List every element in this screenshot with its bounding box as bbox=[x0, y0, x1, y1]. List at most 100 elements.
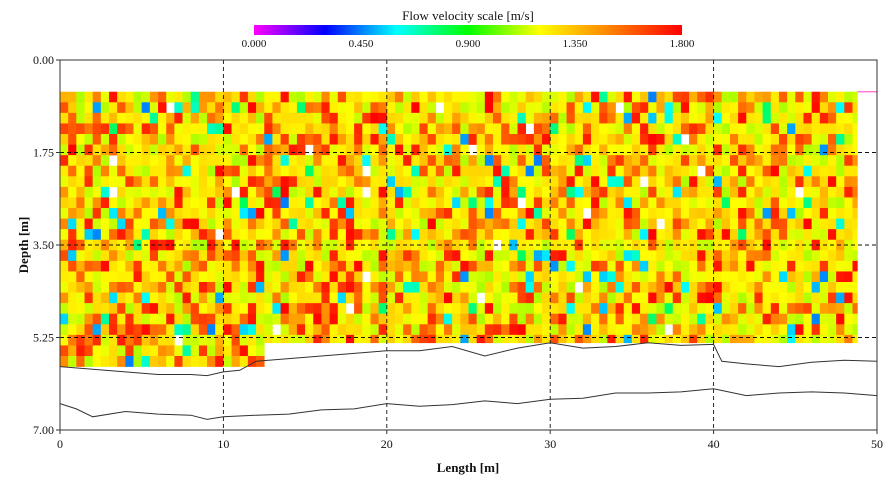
velocity-cell bbox=[566, 165, 576, 177]
velocity-cell bbox=[133, 102, 142, 114]
velocity-cell bbox=[109, 197, 118, 209]
velocity-cell bbox=[631, 91, 641, 103]
velocity-cell bbox=[190, 186, 200, 198]
velocity-cell bbox=[664, 165, 674, 177]
velocity-cell bbox=[517, 134, 526, 145]
velocity-cell bbox=[558, 229, 567, 241]
velocity-cell bbox=[517, 313, 526, 325]
velocity-cell bbox=[411, 250, 420, 262]
velocity-cell bbox=[599, 208, 608, 219]
velocity-cell bbox=[460, 186, 469, 198]
velocity-cell bbox=[623, 197, 633, 209]
velocity-cell bbox=[525, 229, 535, 241]
velocity-cell bbox=[411, 229, 420, 241]
velocity-cell bbox=[419, 271, 428, 283]
velocity-cell bbox=[607, 144, 616, 156]
velocity-cell bbox=[713, 208, 723, 219]
velocity-cell bbox=[427, 144, 437, 156]
velocity-cell bbox=[337, 334, 347, 344]
velocity-cell bbox=[60, 334, 69, 346]
velocity-cell bbox=[631, 165, 641, 177]
velocity-cell bbox=[92, 102, 102, 114]
scale-tick-label: 0.000 bbox=[242, 38, 267, 50]
velocity-cell bbox=[852, 218, 858, 230]
velocity-cell bbox=[288, 282, 298, 293]
velocity-cell bbox=[239, 218, 249, 230]
velocity-cell bbox=[778, 123, 788, 135]
velocity-cell bbox=[501, 239, 510, 251]
velocity-cell bbox=[215, 176, 224, 188]
velocity-cell bbox=[403, 144, 412, 156]
velocity-cell bbox=[460, 102, 469, 114]
velocity-cell bbox=[117, 229, 126, 241]
velocity-cell bbox=[468, 208, 477, 219]
velocity-cell bbox=[247, 334, 257, 346]
velocity-cell bbox=[117, 197, 126, 209]
velocity-cell bbox=[117, 282, 126, 293]
velocity-cell bbox=[76, 324, 85, 336]
velocity-cell bbox=[517, 176, 526, 188]
velocity-cell bbox=[452, 112, 461, 124]
velocity-cell bbox=[239, 260, 249, 272]
velocity-cell bbox=[811, 239, 821, 251]
velocity-cell bbox=[198, 303, 208, 315]
velocity-cell bbox=[827, 292, 837, 304]
velocity-cell bbox=[264, 313, 273, 325]
velocity-cell bbox=[198, 250, 208, 262]
velocity-cell bbox=[770, 112, 780, 124]
velocity-cell bbox=[149, 282, 159, 293]
velocity-cell bbox=[729, 102, 739, 114]
velocity-cell bbox=[321, 239, 330, 251]
velocity-cell bbox=[713, 303, 723, 315]
velocity-cell bbox=[754, 303, 763, 315]
velocity-cell bbox=[198, 165, 208, 177]
velocity-cell bbox=[370, 91, 379, 103]
velocity-cell bbox=[680, 292, 690, 304]
velocity-cell bbox=[198, 112, 208, 124]
velocity-cell bbox=[795, 260, 804, 272]
velocity-cell bbox=[305, 186, 314, 198]
velocity-cell bbox=[190, 271, 200, 283]
velocity-cell bbox=[550, 292, 559, 304]
velocity-cell bbox=[787, 208, 796, 219]
velocity-cell bbox=[582, 197, 592, 209]
velocity-cell bbox=[386, 176, 396, 188]
velocity-cell bbox=[664, 197, 674, 209]
velocity-cell bbox=[762, 239, 772, 251]
velocity-cell bbox=[158, 239, 167, 251]
y-tick-label: 1.75 bbox=[33, 146, 54, 160]
velocity-cell bbox=[427, 282, 437, 293]
velocity-cell bbox=[321, 112, 330, 124]
velocity-cell bbox=[746, 197, 755, 209]
velocity-cell bbox=[288, 176, 298, 188]
velocity-cell bbox=[109, 356, 118, 367]
velocity-cell bbox=[615, 123, 625, 135]
velocity-cell bbox=[689, 155, 698, 167]
velocity-cell bbox=[623, 271, 633, 283]
velocity-cell bbox=[280, 155, 290, 167]
velocity-cell bbox=[288, 208, 298, 219]
velocity-cell bbox=[574, 91, 584, 103]
velocity-cell bbox=[149, 176, 159, 188]
velocity-cell bbox=[133, 260, 142, 272]
velocity-cell bbox=[362, 282, 371, 293]
velocity-cell bbox=[631, 102, 641, 114]
velocity-cell bbox=[403, 112, 412, 124]
velocity-cell bbox=[149, 165, 159, 177]
velocity-cell bbox=[558, 102, 567, 114]
velocity-cell bbox=[443, 112, 453, 124]
velocity-cell bbox=[729, 112, 739, 124]
velocity-cell bbox=[566, 134, 576, 145]
velocity-cell bbox=[345, 91, 355, 103]
velocity-cell bbox=[166, 144, 175, 156]
velocity-cell bbox=[280, 229, 290, 241]
velocity-cell bbox=[166, 155, 175, 167]
velocity-cell bbox=[149, 123, 159, 135]
velocity-cell bbox=[109, 303, 118, 315]
velocity-cell bbox=[844, 91, 853, 103]
velocity-cell bbox=[770, 197, 780, 209]
velocity-cell bbox=[174, 324, 183, 336]
velocity-cell bbox=[640, 303, 649, 315]
velocity-cell bbox=[68, 102, 77, 114]
velocity-cell bbox=[207, 123, 216, 135]
